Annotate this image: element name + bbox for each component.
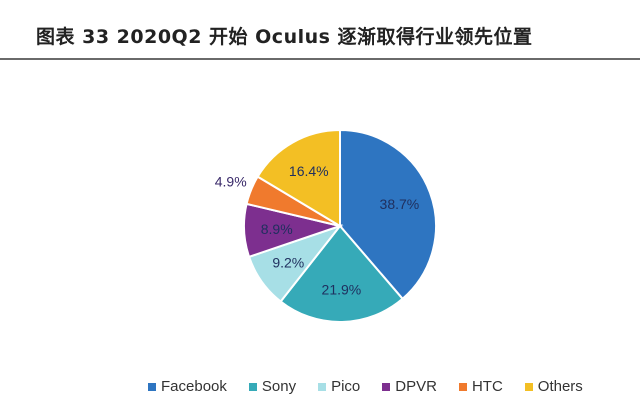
slice-label-sony: 21.9% [322, 281, 362, 297]
pie-chart: 38.7% 21.9% 9.2% 8.9% 4.9% 16.4% [215, 128, 437, 323]
legend-item-pico: Pico [318, 378, 360, 395]
slice-label-htc: 4.9% [215, 174, 247, 190]
legend-label: Sony [261, 378, 297, 395]
legend-swatch [524, 382, 533, 391]
legend-label: Pico [331, 378, 361, 395]
legend-swatch [248, 382, 257, 391]
slice-label-dpvr: 8.9% [261, 221, 293, 237]
legend-item-sony: Sony [248, 378, 297, 395]
legend-item-facebook: Facebook [148, 378, 227, 395]
legend-swatch [458, 382, 467, 391]
slice-label-facebook: 38.7% [380, 196, 420, 212]
legend-label: HTC [471, 378, 503, 395]
title-divider [0, 58, 640, 60]
legend-item-others: Others [524, 378, 583, 395]
legend: Facebook Sony Pico DPVR HTC Others [148, 378, 583, 395]
legend-item-dpvr: DPVR [382, 378, 437, 395]
legend-swatch [382, 382, 391, 391]
slice-label-pico: 9.2% [272, 255, 304, 271]
legend-label: Facebook [161, 378, 227, 395]
pie-slice-others [256, 128, 341, 228]
pie-slice-facebook [339, 128, 437, 301]
pie-slice-sony [279, 224, 404, 323]
chart-title: 图表 33 2020Q2 开始 Oculus 逐渐取得行业领先位置 [36, 26, 533, 48]
legend-swatch [148, 382, 156, 391]
legend-swatch [318, 382, 327, 391]
legend-item-htc: HTC [458, 378, 503, 395]
legend-label: Others [537, 378, 583, 395]
slice-label-others: 16.4% [289, 163, 329, 179]
legend-label: DPVR [395, 378, 437, 395]
